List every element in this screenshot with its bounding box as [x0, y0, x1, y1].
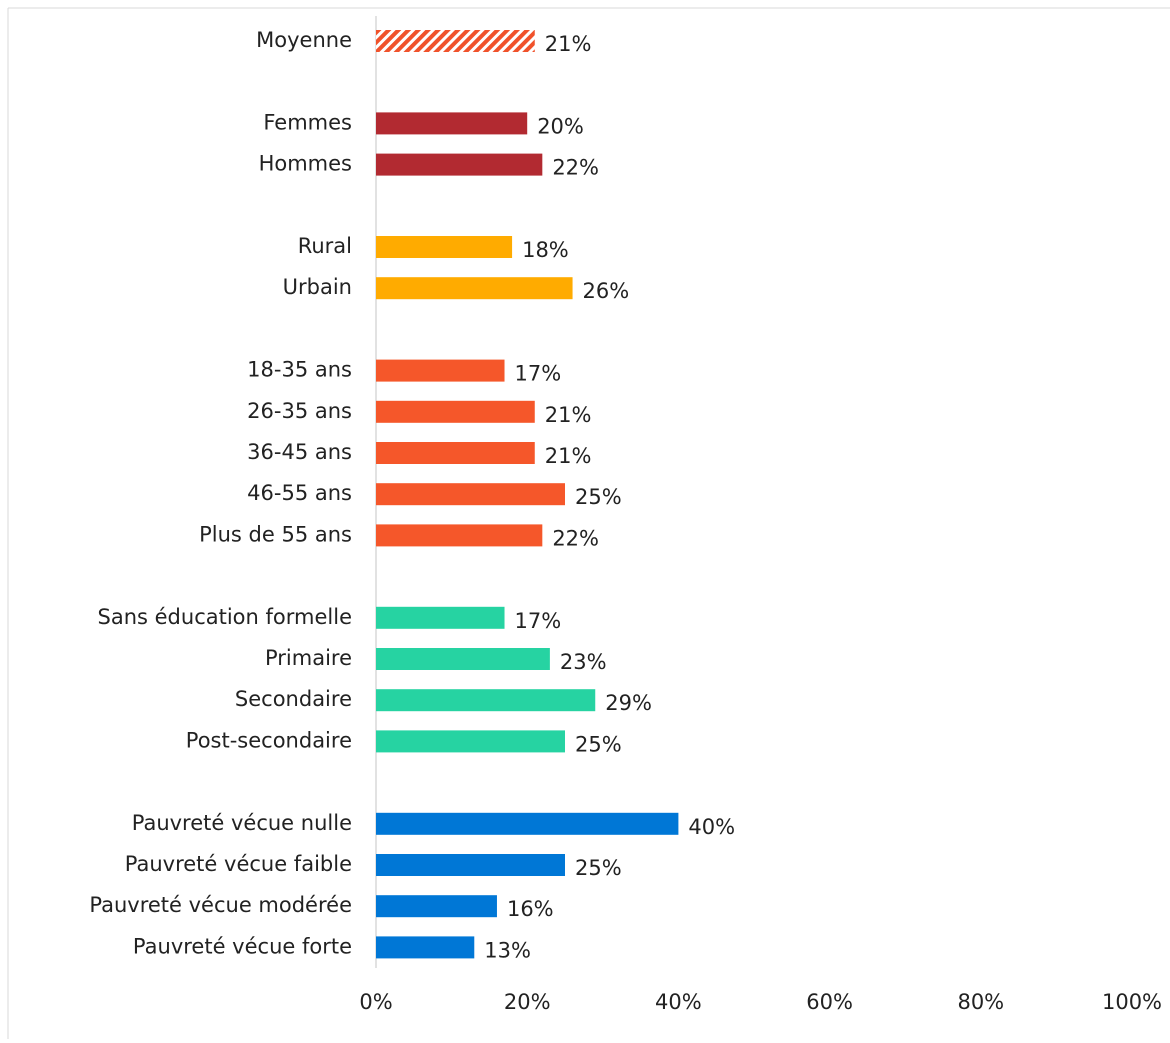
y-tick-label: Rural — [298, 234, 352, 258]
bar — [376, 812, 679, 835]
bar — [376, 730, 565, 753]
bar — [376, 400, 535, 423]
y-tick-label: 46-55 ans — [247, 481, 352, 505]
value-label: 22% — [552, 526, 599, 550]
value-label: 29% — [605, 691, 652, 715]
value-label: 21% — [545, 32, 592, 56]
value-label: 17% — [515, 609, 562, 633]
bar — [376, 648, 550, 670]
bar — [376, 112, 528, 135]
y-tick-label: Pauvreté vécue nulle — [132, 811, 352, 835]
bar — [376, 895, 497, 918]
value-label: 21% — [545, 444, 592, 468]
value-label: 23% — [560, 650, 607, 674]
y-tick-label: Post-secondaire — [186, 728, 352, 752]
y-tick-label: Secondaire — [235, 687, 352, 711]
value-label: 25% — [575, 485, 622, 509]
x-tick-label: 20% — [504, 990, 551, 1014]
value-label: 17% — [515, 362, 562, 386]
value-label: 13% — [484, 938, 531, 962]
bar — [376, 606, 505, 629]
value-label: 25% — [575, 856, 622, 880]
bar — [376, 277, 573, 300]
bar — [376, 483, 565, 506]
y-tick-label: Moyenne — [256, 28, 352, 52]
value-label: 16% — [507, 897, 554, 921]
value-label: 22% — [552, 156, 599, 180]
y-tick-label: Pauvreté vécue faible — [125, 852, 352, 876]
y-tick-label: 26-35 ans — [247, 399, 352, 423]
value-label: 20% — [537, 114, 584, 138]
bar — [376, 524, 543, 547]
y-tick-label: Pauvreté vécue forte — [133, 934, 352, 958]
y-tick-label: Primaire — [265, 646, 352, 670]
y-tick-label: Femmes — [263, 110, 352, 134]
y-tick-label: 18-35 ans — [247, 358, 352, 382]
x-tick-label: 0% — [359, 990, 392, 1014]
value-label: 21% — [545, 403, 592, 427]
y-tick-label: Pauvreté vécue modérée — [89, 893, 352, 917]
bar — [376, 236, 513, 258]
y-tick-label: Urbain — [283, 275, 352, 299]
value-label: 18% — [522, 238, 569, 262]
x-tick-label: 100% — [1102, 990, 1162, 1014]
bar — [376, 30, 535, 52]
x-tick-label: 80% — [957, 990, 1004, 1014]
bar — [376, 689, 596, 712]
bar — [376, 854, 565, 876]
value-label: 25% — [575, 732, 622, 756]
y-tick-label: Sans éducation formelle — [98, 605, 352, 629]
bar — [376, 153, 543, 176]
x-tick-label: 40% — [655, 990, 702, 1014]
x-tick-label: 60% — [806, 990, 853, 1014]
bar — [376, 936, 475, 959]
value-label: 26% — [583, 279, 630, 303]
value-label: 40% — [688, 815, 735, 839]
y-tick-label: Plus de 55 ans — [199, 522, 352, 546]
y-tick-label: 36-45 ans — [247, 440, 352, 464]
y-tick-label: Hommes — [259, 152, 352, 176]
bar — [376, 442, 535, 464]
bar — [376, 359, 505, 382]
